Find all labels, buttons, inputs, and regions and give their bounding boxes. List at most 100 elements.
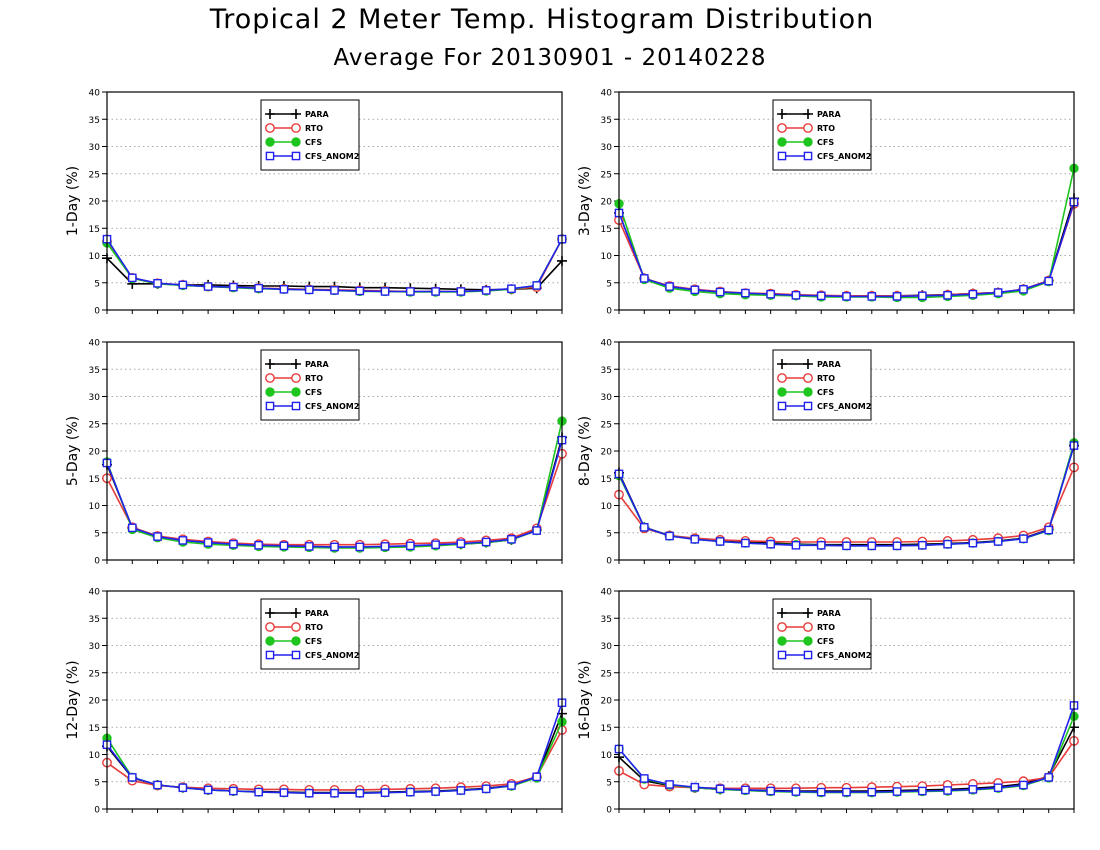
y-tick-label: 5 xyxy=(94,778,100,788)
plot-frame xyxy=(106,341,563,561)
y-tick-label: 20 xyxy=(601,448,613,458)
data-point xyxy=(968,538,978,548)
legend-box xyxy=(772,349,872,421)
series-rto xyxy=(102,725,567,795)
data-point xyxy=(842,292,851,301)
legend-item: CFS xyxy=(777,137,834,147)
data-point xyxy=(431,287,440,296)
y-tick-label: 15 xyxy=(89,475,100,485)
data-point xyxy=(816,540,826,550)
data-point xyxy=(867,787,877,797)
series-para xyxy=(102,432,567,553)
series-cfs-anom2 xyxy=(102,698,567,798)
y-tick-label: 35 xyxy=(89,615,100,625)
data-point xyxy=(178,280,188,290)
legend-label: RTO xyxy=(305,374,323,383)
series-line xyxy=(618,198,1075,297)
data-point xyxy=(842,787,851,797)
data-point xyxy=(330,542,339,552)
series-line xyxy=(106,721,563,795)
legend-label: CFS xyxy=(817,388,834,397)
data-point xyxy=(943,290,952,300)
data-point xyxy=(406,541,415,551)
series-para xyxy=(102,708,567,798)
series-cfs-anom2 xyxy=(614,197,1079,301)
series-line xyxy=(618,442,1075,547)
data-point xyxy=(406,287,415,296)
legend-marker xyxy=(265,109,275,119)
y-tick-label: 40 xyxy=(601,339,613,349)
legend: PARA RTO CFS CFS_ANOM2 xyxy=(772,99,872,171)
legend-label: RTO xyxy=(817,623,835,632)
legend-marker xyxy=(265,608,275,618)
legend-label: CFS_ANOM2 xyxy=(817,402,871,411)
data-point xyxy=(968,785,978,794)
y-axis-label: 3-Day (%) xyxy=(577,166,593,236)
data-point xyxy=(943,539,952,549)
legend-marker xyxy=(291,608,301,618)
series-line xyxy=(618,203,1075,297)
legend-item: CFS xyxy=(265,387,322,397)
data-point xyxy=(968,289,978,299)
series-line xyxy=(618,740,1075,790)
legend-item: CFS_ANOM2 xyxy=(265,650,359,660)
legend-marker xyxy=(803,636,813,646)
y-tick-label: 35 xyxy=(601,116,612,126)
legend-item: CFS xyxy=(265,137,322,147)
y-axis-label: 8-Day (%) xyxy=(577,416,593,486)
data-point xyxy=(229,539,238,549)
legend-item: PARA xyxy=(777,109,841,119)
y-tick-label: 0 xyxy=(606,557,612,567)
data-point xyxy=(791,540,801,550)
data-point xyxy=(665,282,674,291)
legend-marker xyxy=(777,650,787,660)
data-point xyxy=(507,534,516,544)
legend-item: CFS_ANOM2 xyxy=(265,151,359,161)
legend-marker xyxy=(265,401,275,411)
legend-item: CFS_ANOM2 xyxy=(777,151,871,161)
data-point xyxy=(203,785,213,795)
data-point xyxy=(993,537,1003,546)
legend-marker xyxy=(803,123,813,133)
data-point xyxy=(715,287,725,297)
data-point xyxy=(943,786,952,795)
legend-label: CFS_ANOM2 xyxy=(305,651,359,660)
data-point xyxy=(639,274,649,283)
series-line xyxy=(106,713,563,794)
data-point xyxy=(380,287,390,296)
data-point xyxy=(355,542,365,552)
data-point xyxy=(993,288,1003,297)
legend-label: CFS xyxy=(817,138,834,147)
legend-marker xyxy=(265,151,275,161)
y-tick-label: 10 xyxy=(601,751,613,761)
data-point xyxy=(304,788,314,798)
series-para xyxy=(614,193,1079,301)
data-point xyxy=(456,786,466,795)
data-point xyxy=(1019,284,1028,294)
series-rto xyxy=(614,735,1079,794)
legend-marker xyxy=(265,123,275,133)
legend-marker xyxy=(777,622,787,632)
data-point xyxy=(380,542,390,551)
data-point xyxy=(766,539,775,549)
plot-frame xyxy=(106,590,563,810)
data-point xyxy=(715,784,725,794)
data-point xyxy=(203,282,213,291)
data-point xyxy=(741,538,750,548)
data-point xyxy=(690,782,700,792)
data-point xyxy=(918,291,927,301)
legend-marker xyxy=(803,137,813,147)
data-point xyxy=(842,541,851,551)
data-point xyxy=(203,538,213,547)
legend-item: CFS xyxy=(777,636,834,646)
y-tick-label: 5 xyxy=(606,529,612,539)
data-point xyxy=(355,286,365,296)
legend-marker xyxy=(291,137,301,147)
legend-marker xyxy=(291,373,301,383)
legend-marker xyxy=(803,109,813,119)
y-tick-label: 15 xyxy=(601,724,612,734)
legend-marker xyxy=(291,401,301,411)
data-point xyxy=(254,540,263,550)
data-point xyxy=(279,284,289,294)
data-point xyxy=(741,288,750,298)
